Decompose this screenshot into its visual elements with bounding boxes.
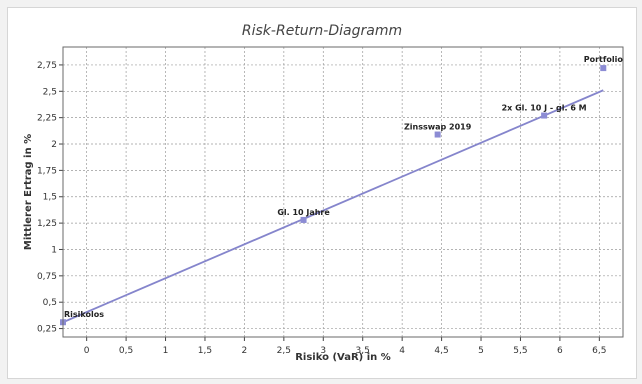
y-tick-label: 2,5: [43, 87, 57, 97]
y-tick-label: 2,25: [37, 114, 57, 124]
x-tick-label: 0: [84, 346, 90, 356]
x-axis-ticks: 0 0,5 1 1,5 2 2,5 3 3,5 4 4,5 5 5,5 6 6,5: [84, 337, 607, 356]
y-tick-label: 1: [51, 245, 57, 255]
x-tick-label: 3,5: [356, 346, 370, 356]
x-tick-label: 2,5: [277, 346, 291, 356]
y-axis-ticks: 0,25 0,5 0,75 1 1,25 1,5 1,75 2 2,25 2,5 2,75: [37, 61, 63, 335]
y-tick-label: 2: [51, 140, 57, 150]
plot-border: [62, 46, 624, 338]
data-point-marker: [300, 216, 307, 223]
x-tick-label: 1,5: [198, 346, 212, 356]
x-tick-label: 3: [320, 346, 326, 356]
data-point-label: Risikolos: [64, 310, 104, 319]
y-tick-label: 0,75: [37, 272, 57, 282]
risk-return-chart: Risk-Return-Diagramm Risikolos Gl. 10 Jah…: [23, 23, 624, 363]
x-tick-label: 4,5: [434, 346, 448, 356]
y-axis-label: Mittlerer Ertrag in %: [23, 134, 34, 250]
x-tick-label: 1: [163, 346, 169, 356]
data-point-label: Zinsswap 2019: [404, 123, 472, 132]
data-point-marker: [600, 65, 607, 72]
y-tick-label: 1,75: [37, 166, 57, 176]
data-points: Risikolos Gl. 10 Jahre Zinsswap 2019 2x Gl.…: [60, 55, 624, 326]
y-tick-label: 0,5: [43, 298, 57, 308]
regression-line: [62, 89, 604, 324]
y-tick-label: 0,25: [37, 325, 57, 335]
x-tick-label: 0,5: [119, 346, 133, 356]
y-tick-label: 1,5: [43, 193, 57, 203]
x-tick-label: 5,5: [513, 346, 527, 356]
chart-panel: Risk-Return-Diagramm Risikolos Gl. 10 Jah…: [7, 7, 637, 379]
data-point-marker: [434, 131, 441, 138]
y-tick-label: 1,25: [37, 219, 57, 229]
x-tick-label: 6,5: [592, 346, 606, 356]
x-tick-label: 4: [399, 346, 405, 356]
data-point-label: Portfolio: [584, 55, 624, 64]
data-point-marker: [541, 112, 548, 119]
x-tick-label: 2: [242, 346, 248, 356]
grid-lines: [63, 47, 623, 337]
plot-area: [63, 47, 623, 337]
y-tick-label: 2,75: [37, 61, 57, 71]
chart-title: Risk-Return-Diagramm: [242, 23, 402, 39]
x-tick-label: 5: [478, 346, 484, 356]
data-point-label: 2x Gl. 10 J - gl. 6 M: [502, 104, 587, 113]
x-tick-label: 6: [557, 346, 563, 356]
x-axis-label: Risiko (VaR) in %: [295, 352, 391, 363]
regression-line-group: [62, 89, 604, 324]
data-point-label: Gl. 10 Jahre: [277, 208, 330, 217]
